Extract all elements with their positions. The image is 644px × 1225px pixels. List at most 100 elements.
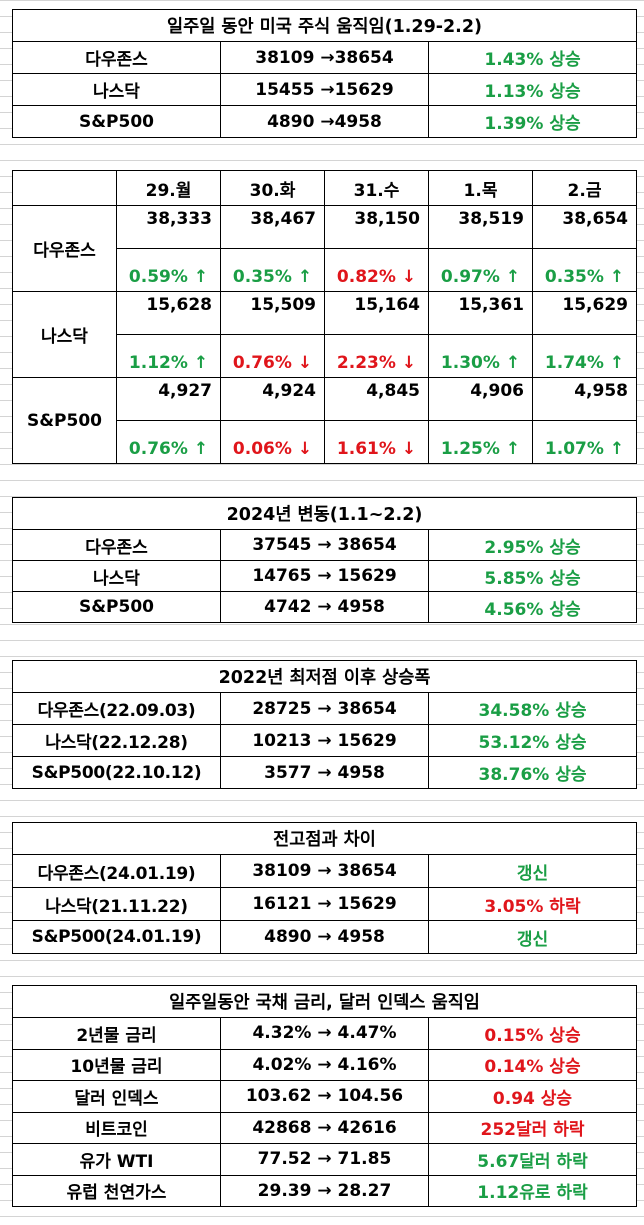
up-arrow-icon: ↑ [609,439,625,459]
since-low-row-change: 34.58% 상승 [427,692,638,725]
down-arrow-icon: ↓ [401,439,417,459]
ytd-row-change: 5.85% 상승 [427,560,638,592]
bonds-row-change: 0.14% 상승 [428,1048,637,1081]
daily-pct: 0.76% ↑ [116,420,221,464]
weekly-row-change: 1.13% 상승 [427,73,638,106]
daily-value: 15,628 [116,291,221,335]
daily-pct-text: 0.97% [440,267,500,287]
daily-pct-text: 1.74% [544,353,604,373]
daily-pct-text: 1.25% [440,439,500,459]
bonds-row-range: 103.62 → 104.56 [220,1080,429,1113]
daily-pct-text: 0.06% [232,439,292,459]
since-low-row-range: 28725 → 38654 [220,692,429,725]
ytd-row-range: 37545 → 38654 [220,529,429,561]
ytd-row-name: S&P500 [12,591,221,623]
daily-pct-text: 1.30% [440,353,500,373]
ytd-row-change: 2.95% 상승 [427,529,638,561]
ath-row-name: S&P500(24.01.19) [12,920,221,954]
ath-row-range: 4890 → 4958 [220,920,429,954]
daily-pct: 1.30% ↑ [428,334,533,378]
daily-pct-text: 0.59% [128,267,188,287]
up-arrow-icon: ↑ [505,439,521,459]
weekly-row-name: 다우존스 [12,41,221,74]
weekly-title: 일주일 동안 미국 주식 움직임(1.29-2.2) [11,9,638,42]
since-low-row-name: 나스닥(22.12.28) [12,724,221,757]
daily-value: 4,927 [116,377,221,421]
weekly-table: 일주일 동안 미국 주식 움직임(1.29-2.2) 다우존스 38109 →3… [11,9,638,138]
bonds-title: 일주일동안 국채 금리, 달러 인덱스 움직임 [12,985,637,1018]
daily-value: 38,467 [220,205,325,249]
since-low-row-name: S&P500(22.10.12) [12,756,221,789]
ytd-row-change: 4.56% 상승 [427,591,638,623]
down-arrow-icon: ↓ [297,439,313,459]
daily-value: 4,958 [532,377,637,421]
daily-row-label: 나스닥 [12,291,117,378]
daily-value: 38,519 [428,205,533,249]
bonds-row-change: 5.67달러 하락 [428,1143,637,1176]
daily-pct-text: 0.35% [544,267,604,287]
daily-pct-text: 1.61% [336,439,396,459]
weekly-row-range: 4890 →4958 [220,105,429,138]
up-arrow-icon: ↑ [505,267,521,287]
up-arrow-icon: ↑ [609,353,625,373]
ath-row-change: 3.05% 하락 [427,887,638,921]
daily-day-header: 30.화 [220,170,325,206]
bonds-row-name: 2년물 금리 [12,1017,221,1050]
down-arrow-icon: ↓ [401,267,417,287]
ytd-title: 2024년 변동(1.1~2.2) [11,497,638,530]
daily-pct: 1.12% ↑ [116,334,221,378]
weekly-row-name: S&P500 [12,105,221,138]
ath-row-range: 38109 → 38654 [220,854,429,888]
ath-row-name: 다우존스(24.01.19) [12,854,221,888]
ytd-row-name: 다우존스 [12,529,221,561]
bonds-row-range: 4.02% → 4.16% [220,1048,429,1081]
daily-table: 29.월 30.화 31.수 1.목 2.금 다우존스 38,333 38,46… [12,170,637,464]
daily-pct-text: 1.12% [128,353,188,373]
bonds-row-name: 10년물 금리 [12,1048,221,1081]
ath-row-change: 갱신 [427,854,638,888]
daily-pct-text: 0.82% [336,267,396,287]
bonds-row-change: 0.15% 상승 [428,1017,637,1050]
since-low-title: 2022년 최저점 이후 상승폭 [11,660,638,693]
daily-day-header: 1.목 [428,170,533,206]
weekly-row-name: 나스닥 [12,73,221,106]
daily-pct: 1.61% ↓ [324,420,429,464]
bonds-row-range: 4.32% → 4.47% [220,1017,429,1050]
daily-pct: 1.74% ↑ [532,334,637,378]
daily-value: 4,845 [324,377,429,421]
ath-row-range: 16121 → 15629 [220,887,429,921]
down-arrow-icon: ↓ [401,353,417,373]
daily-pct-text: 1.07% [544,439,604,459]
weekly-row-range: 38109 →38654 [220,41,429,74]
daily-pct: 0.82% ↓ [324,248,429,292]
since-low-row-change: 38.76% 상승 [427,756,638,789]
bonds-row-range: 77.52 → 71.85 [220,1143,429,1176]
daily-pct: 0.59% ↑ [116,248,221,292]
since-low-row-range: 10213 → 15629 [220,724,429,757]
daily-pct: 0.35% ↑ [532,248,637,292]
bonds-row-name: 비트코인 [12,1111,221,1144]
bonds-row-name: 유럽 천연가스 [12,1174,221,1207]
daily-pct-text: 0.35% [232,267,292,287]
weekly-row-change: 1.39% 상승 [427,105,638,138]
bonds-row-name: 유가 WTI [12,1143,221,1176]
since-low-row-name: 다우존스(22.09.03) [12,692,221,725]
ath-title: 전고점과 차이 [11,822,638,855]
daily-value: 38,333 [116,205,221,249]
bonds-row-range: 29.39 → 28.27 [220,1174,429,1207]
daily-value: 38,654 [532,205,637,249]
bonds-table: 일주일동안 국채 금리, 달러 인덱스 움직임 2년물 금리 4.32% → 4… [12,985,637,1207]
daily-pct-text: 2.23% [336,353,396,373]
up-arrow-icon: ↑ [505,353,521,373]
daily-day-header: 31.수 [324,170,429,206]
bonds-row-name: 달러 인덱스 [12,1080,221,1113]
bonds-row-change: 0.94 상승 [428,1080,637,1113]
daily-value: 15,164 [324,291,429,335]
up-arrow-icon: ↑ [193,439,209,459]
daily-day-header: 2.금 [532,170,637,206]
up-arrow-icon: ↑ [193,267,209,287]
daily-pct-text: 0.76% [128,439,188,459]
down-arrow-icon: ↓ [297,353,313,373]
ytd-row-range: 4742 → 4958 [220,591,429,623]
up-arrow-icon: ↑ [193,353,209,373]
